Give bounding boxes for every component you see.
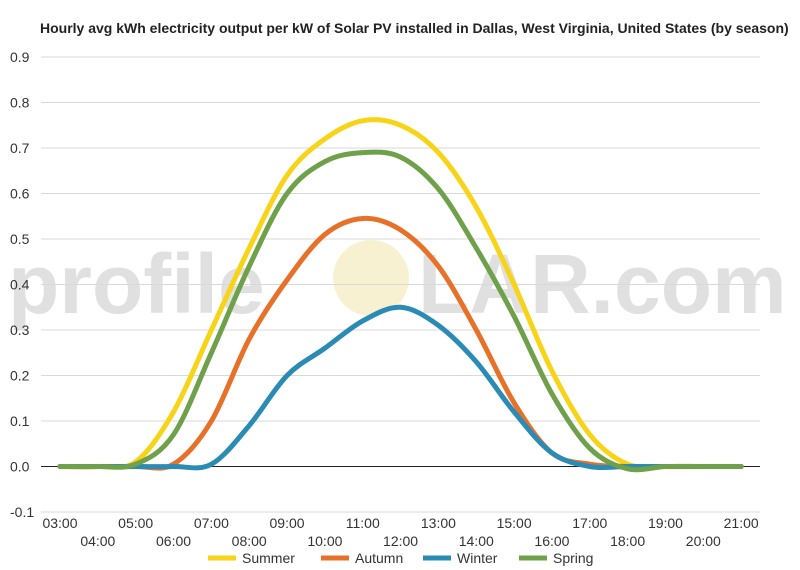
- x-tick-label: 21:00: [724, 515, 759, 531]
- y-axis: -0.1 0.0 0.1 0.2 0.3 0.4 0.5 0.6 0.7 0.8 0.9: [10, 49, 34, 520]
- y-tick-label: 0.3: [10, 322, 30, 338]
- x-tick-label: 10:00: [307, 533, 342, 549]
- y-tick-label: 0.7: [10, 140, 30, 156]
- legend: Summer Autumn Winter Spring: [208, 550, 593, 566]
- legend-item-autumn: Autumn: [321, 550, 403, 566]
- y-tick-label: 0.8: [10, 95, 30, 111]
- y-tick-label: 0.9: [10, 49, 30, 65]
- x-tick-label: 15:00: [497, 515, 532, 531]
- x-tick-label: 11:00: [346, 515, 380, 531]
- x-tick-label: 06:00: [156, 533, 191, 549]
- legend-label: Summer: [242, 550, 295, 566]
- x-tick-label: 14:00: [459, 533, 494, 549]
- x-tick-label: 18:00: [610, 533, 645, 549]
- y-tick-label: 0.4: [10, 277, 30, 293]
- x-tick-label: 09:00: [270, 515, 305, 531]
- watermark-sun-icon: [333, 240, 409, 316]
- x-tick-label: 04:00: [80, 533, 115, 549]
- x-tick-label: 19:00: [648, 515, 683, 531]
- y-tick-label: 0.5: [10, 231, 30, 247]
- x-tick-label: 05:00: [118, 515, 153, 531]
- grid-layer: [41, 56, 760, 513]
- x-tick-label: 17:00: [572, 515, 607, 531]
- y-tick-label: 0.2: [10, 368, 30, 384]
- x-tick-label: 13:00: [421, 515, 456, 531]
- x-tick-label: 08:00: [232, 533, 267, 549]
- legend-label: Winter: [457, 550, 498, 566]
- y-tick-label: 0.0: [10, 459, 30, 475]
- legend-item-winter: Winter: [423, 550, 498, 566]
- x-tick-label: 12:00: [383, 533, 418, 549]
- y-tick-label: -0.1: [10, 504, 34, 520]
- x-axis: 03:0004:0005:0006:0007:0008:0009:0010:00…: [42, 515, 758, 549]
- series-line-summer: [57, 117, 744, 470]
- x-tick-label: 16:00: [534, 533, 569, 549]
- legend-item-summer: Summer: [208, 550, 295, 566]
- y-tick-label: 0.6: [10, 186, 30, 202]
- x-tick-label: 07:00: [194, 515, 229, 531]
- series-line-winter: [57, 304, 744, 471]
- legend-item-spring: Spring: [519, 550, 593, 566]
- y-tick-label: 0.1: [10, 413, 30, 429]
- series-line-spring: [57, 149, 744, 473]
- legend-label: Spring: [553, 550, 593, 566]
- legend-label: Autumn: [355, 550, 403, 566]
- chart-title: Hourly avg kWh electricity output per kW…: [40, 20, 789, 36]
- series-layer: [57, 117, 744, 473]
- x-tick-label: 20:00: [686, 533, 721, 549]
- x-tick-label: 03:00: [42, 515, 77, 531]
